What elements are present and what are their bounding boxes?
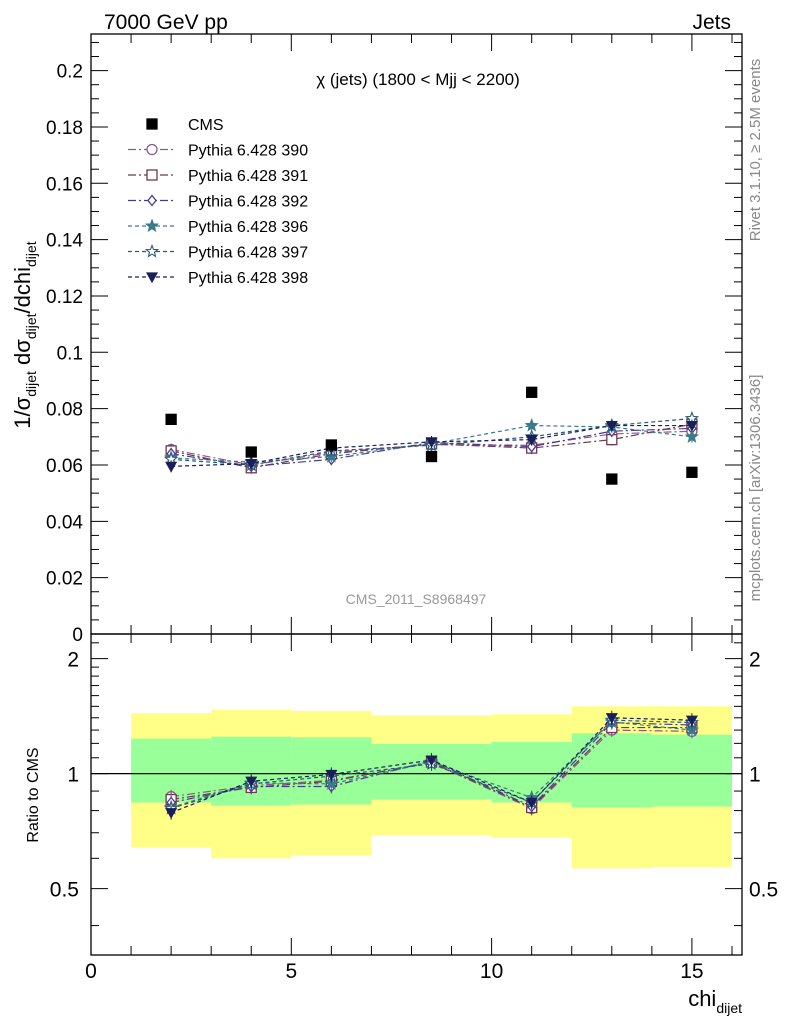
header-right: Jets [692,11,731,34]
x-tick-label: 0 [85,960,97,983]
legend-marker [145,272,159,284]
band-green-6 [651,734,732,807]
legend: CMS Pythia 6.428 390 Pythia 6.428 391 Pythi… [128,117,308,287]
ratio-y-tick-label: 2 [67,649,79,672]
ratio-y-tick-label: 1 [67,764,79,787]
legend-marker [144,243,160,258]
ratio-marker [685,715,698,727]
axes-frames [90,33,743,956]
mc-series [163,411,700,474]
main-y-axis-label: 1/σdijet dσdijet/dchidijet [10,241,39,429]
x-tick-label: 15 [680,960,703,983]
legend-label: Pythia 6.428 396 [188,219,308,236]
main-y-tick-label: 0.06 [46,456,83,477]
ratio-y-tick-label-right: 2 [749,649,761,672]
main-y-tick-label: 0.12 [46,287,83,308]
legend-entry-4: Pythia 6.428 396 [128,218,308,236]
mc-marker [685,420,698,432]
ratio-marker [165,808,178,819]
ratio-marker [605,713,618,725]
main-y-tick-label: 0.1 [57,343,83,364]
ratio-y-axis-label: Ratio to CMS [25,747,42,842]
legend-entry-3: Pythia 6.428 392 [128,194,308,211]
legend-marker [146,118,158,130]
legend-label: Pythia 6.428 392 [188,194,308,211]
main-y-tick-label: 0.02 [46,569,83,590]
ratio-marker [425,755,438,767]
ratio-series [163,710,700,820]
cms-data-points [165,386,698,485]
band-green-5 [571,733,652,808]
band-green-1 [211,736,292,806]
legend-label: Pythia 6.428 390 [188,143,308,160]
mc-marker [525,435,538,446]
tick-labels: 0 0.02 0.04 0.06 0.08 0.1 0.12 0.14 0.16 0.18 0.2 0… [46,62,778,983]
ratio-y-tick-label: 0.5 [50,879,79,902]
x-tick-label: 10 [480,960,503,983]
x-tick-label: 5 [285,960,297,983]
cms-data-point [606,473,618,485]
header-left: 7000 GeV pp [104,11,228,34]
ratio-frame [90,633,743,956]
cms-data-point [325,439,338,451]
mc-marker [526,440,537,453]
mcplots-credit: mcplots.cern.ch [arXiv:1306.3436] [747,375,764,602]
legend-entry-0: CMS [146,117,224,134]
legend-marker [147,194,157,207]
legend-label: Pythia 6.428 398 [188,270,308,287]
plot-title: χ (jets) (1800 < Mjj < 2200) [316,70,520,89]
legend-marker [146,143,158,156]
legend-entry-2: Pythia 6.428 391 [128,168,308,185]
main-y-tick-label: 0 [72,625,83,646]
main-y-tick-label: 0.18 [46,118,83,139]
band-green-3 [371,744,492,800]
ratio-marker [325,769,338,781]
mc-marker [425,437,438,449]
cms-data-point [526,386,538,398]
cms-data-point [686,466,698,478]
ratio-y-tick-label-right: 1 [749,764,761,787]
legend-entry-6: Pythia 6.428 398 [128,270,308,287]
legend-marker [146,169,158,181]
mc-marker [245,458,258,470]
ratio-series-5 [165,710,698,820]
legend-label: Pythia 6.428 397 [188,245,308,262]
cms-data-point [425,450,438,463]
ratio-y-tick-label-right: 0.5 [749,879,778,902]
main-y-tick-label: 0.04 [46,512,83,533]
ratio-marker [525,797,538,809]
cms-data-point [165,413,177,426]
ratio-marker [245,776,258,788]
legend-entry-1: Pythia 6.428 390 [128,143,308,160]
x-axis-label: chidijet [688,986,742,1016]
mc-marker [684,429,700,443]
mc-marker [165,461,178,473]
main-y-tick-label: 0.08 [46,400,83,421]
cms-data-point [245,446,257,458]
legend-entry-5: Pythia 6.428 397 [128,243,308,262]
axis-ticks [90,34,742,955]
rivet-version: Rivet 3.1.10, ≥ 2.5M events [747,59,764,242]
legend-label: Pythia 6.428 391 [188,168,308,185]
legend-label: CMS [188,117,224,134]
main-y-tick-label: 0.14 [46,231,83,252]
analysis-id: CMS_2011_S8968497 [346,591,487,607]
main-y-tick-label: 0.2 [57,62,83,83]
mc-marker [524,418,539,432]
main-y-tick-label: 0.16 [46,174,83,195]
mc-marker [605,420,618,432]
legend-marker [144,218,160,233]
